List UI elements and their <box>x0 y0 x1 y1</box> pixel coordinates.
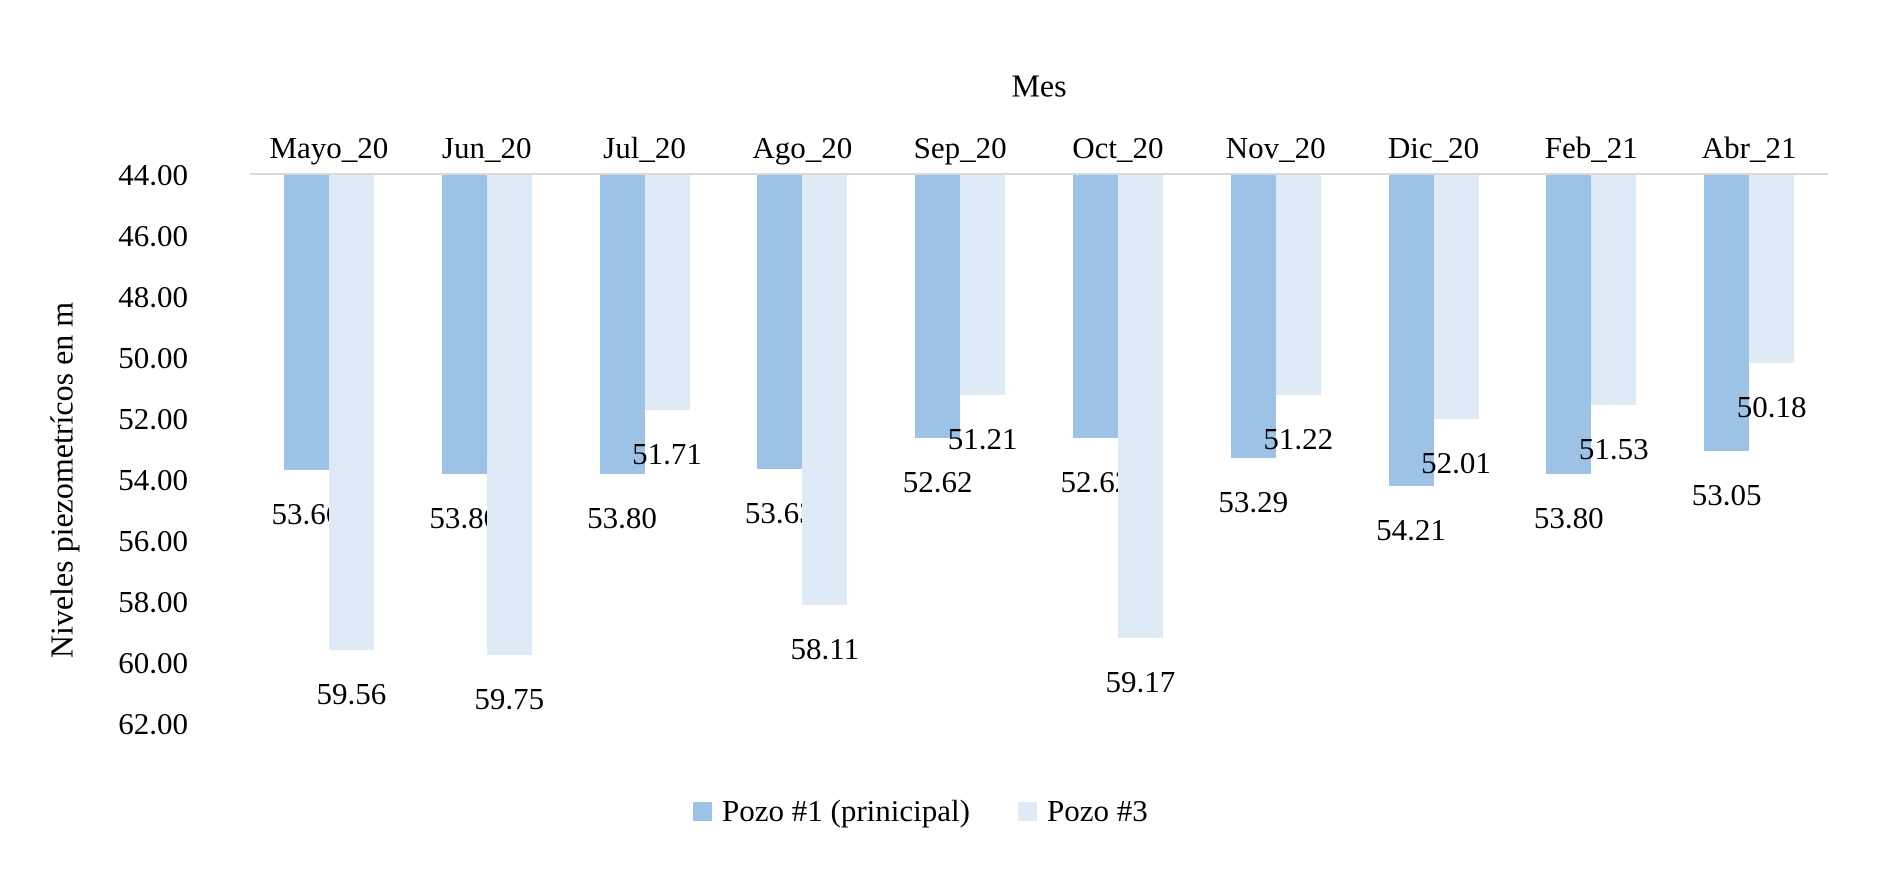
y-tick-label-54.00: 54.00 <box>118 462 188 497</box>
y-tick-label-44.00: 44.00 <box>118 157 188 192</box>
bar-pozo3-nov_20 <box>1275 175 1321 396</box>
data-label-pozo3-feb_21: 51.53 <box>1578 430 1649 466</box>
bar-pozo1-oct_20 <box>1072 175 1118 438</box>
data-label-pozo3-sep_20: 51.21 <box>947 420 1018 456</box>
y-tick-label-52.00: 52.00 <box>118 401 188 436</box>
y-tick-label-48.00: 48.00 <box>118 279 188 314</box>
bar-pozo1-dic_20 <box>1388 175 1434 487</box>
category-label-mayo_20: Mayo_20 <box>269 130 389 165</box>
data-label-pozo1-dic_20: 54.21 <box>1376 512 1446 548</box>
data-label-pozo3-nov_20: 51.22 <box>1263 421 1334 457</box>
legend-label-pozo3: Pozo #3 <box>1046 793 1148 828</box>
bar-pozo1-jul_20 <box>599 175 645 474</box>
data-label-pozo3-abr_21: 50.18 <box>1736 389 1807 425</box>
legend-swatch-pozo1 <box>693 801 712 821</box>
bar-pozo3-ago_20 <box>802 175 848 606</box>
bar-pozo3-mayo_20 <box>328 175 374 650</box>
legend-label-pozo1: Pozo #1 (prinicipal) <box>722 793 970 828</box>
category-label-jul_20: Jul_20 <box>603 130 686 165</box>
bar-pozo3-sep_20 <box>960 175 1006 395</box>
bar-pozo3-jul_20 <box>644 175 690 411</box>
top-axis-line <box>250 173 1828 175</box>
y-tick-label-50.00: 50.00 <box>118 340 188 375</box>
data-label-pozo3-jul_20: 51.71 <box>632 436 702 472</box>
bar-pozo3-oct_20 <box>1117 175 1163 638</box>
data-label-pozo1-feb_21: 53.80 <box>1533 499 1604 535</box>
category-label-abr_21: Abr_21 <box>1701 130 1797 165</box>
y-tick-label-62.00: 62.00 <box>118 706 188 741</box>
data-label-pozo3-mayo_20: 59.56 <box>316 675 387 711</box>
category-label-sep_20: Sep_20 <box>913 130 1007 165</box>
data-label-pozo3-dic_20: 52.01 <box>1421 445 1491 481</box>
bar-pozo3-dic_20 <box>1433 175 1479 420</box>
legend-item-pozo3: Pozo #3 <box>1017 793 1148 829</box>
bar-pozo3-abr_21 <box>1749 175 1795 364</box>
bar-pozo3-feb_21 <box>1591 175 1637 405</box>
bar-pozo1-jun_20 <box>441 175 487 474</box>
y-tick-label-46.00: 46.00 <box>118 218 188 253</box>
category-label-oct_20: Oct_20 <box>1072 130 1164 165</box>
bar-pozo1-mayo_20 <box>283 175 329 470</box>
legend: Pozo #1 (prinicipal) Pozo #3 <box>693 793 1148 829</box>
category-label-ago_20: Ago_20 <box>752 130 853 165</box>
bar-pozo1-feb_21 <box>1546 175 1592 474</box>
data-label-pozo1-sep_20: 52.62 <box>902 463 973 499</box>
data-label-pozo3-oct_20: 59.17 <box>1105 663 1176 699</box>
data-label-pozo1-nov_20: 53.29 <box>1218 484 1289 520</box>
y-axis-title: Niveles piezometrícos en m <box>43 301 80 659</box>
data-label-pozo1-abr_21: 53.05 <box>1691 477 1762 513</box>
data-label-pozo1-jul_20: 53.80 <box>587 499 657 535</box>
legend-item-pozo1: Pozo #1 (prinicipal) <box>693 793 970 829</box>
bar-pozo1-sep_20 <box>915 175 961 438</box>
category-label-jun_20: Jun_20 <box>441 130 532 165</box>
bar-pozo3-jun_20 <box>486 175 532 656</box>
bar-pozo1-nov_20 <box>1230 175 1276 459</box>
category-label-feb_21: Feb_21 <box>1544 130 1638 165</box>
bar-pozo1-ago_20 <box>757 175 803 469</box>
y-tick-label-56.00: 56.00 <box>118 523 188 558</box>
category-label-dic_20: Dic_20 <box>1387 130 1480 165</box>
category-label-nov_20: Nov_20 <box>1225 130 1326 165</box>
data-label-pozo3-ago_20: 58.11 <box>790 631 860 667</box>
y-tick-label-58.00: 58.00 <box>118 584 188 619</box>
x-axis-title: Mes <box>1011 67 1067 104</box>
y-tick-label-60.00: 60.00 <box>118 645 188 680</box>
legend-swatch-pozo3 <box>1017 801 1037 821</box>
data-label-pozo3-jun_20: 59.75 <box>474 681 545 717</box>
bar-pozo1-abr_21 <box>1704 175 1750 452</box>
